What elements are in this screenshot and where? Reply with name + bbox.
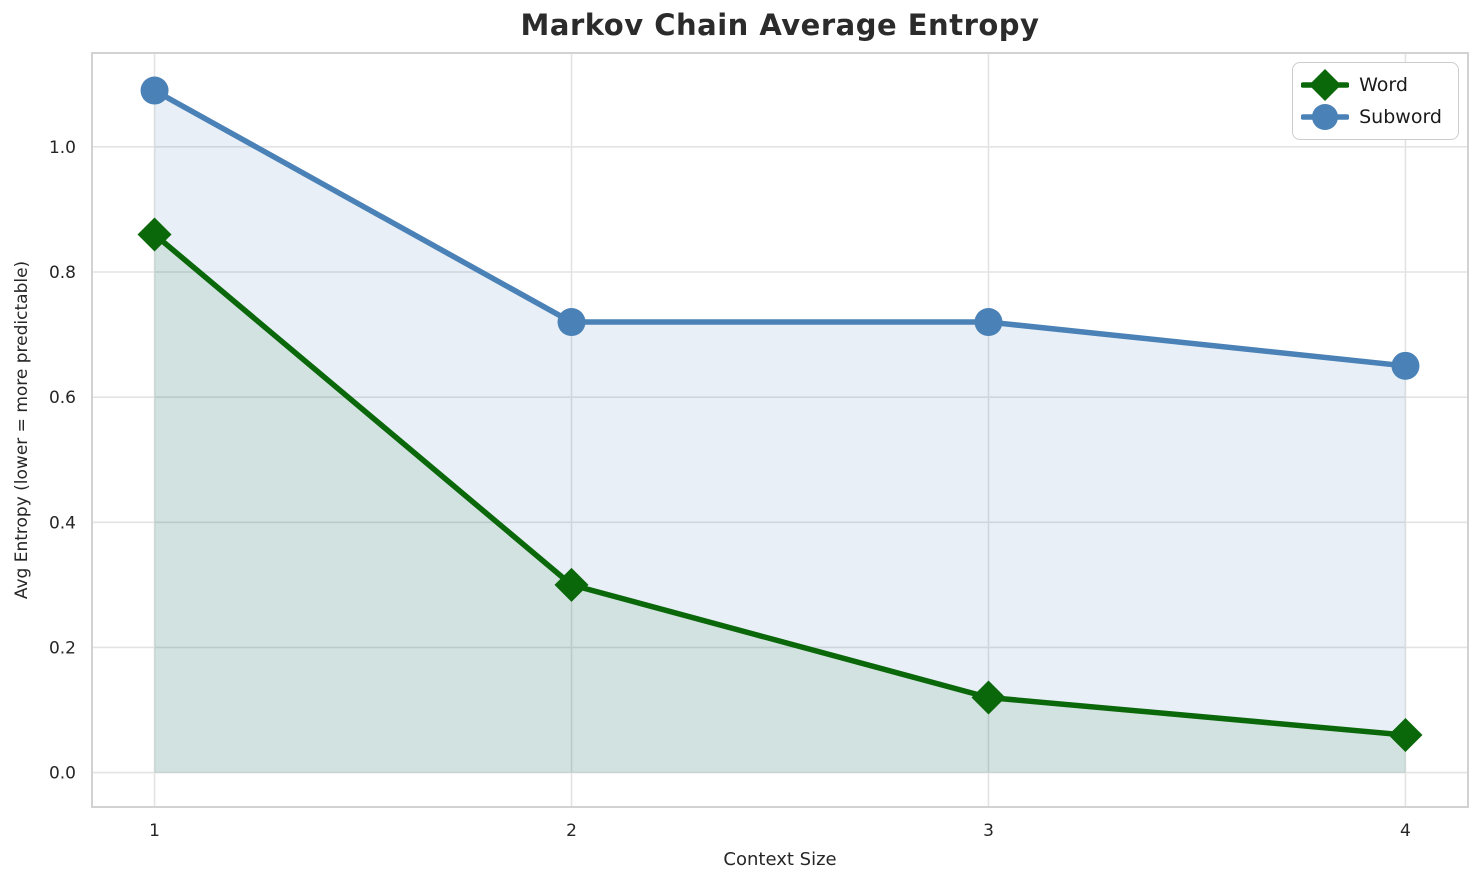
marker-subword-3 [974,308,1003,337]
y-tick-0.6: 0.6 [49,388,76,408]
legend-item-word: Word [1301,69,1442,101]
plot-border [91,52,1469,808]
x-tick-2: 2 [566,821,577,841]
x-tick-4: 4 [1400,821,1411,841]
y-axis-label: Avg Entropy (lower = more predictable) [12,260,32,600]
chart-title: Markov Chain Average Entropy [520,8,1040,42]
series-fill-subword [154,90,1406,773]
marker-subword-4 [1391,351,1420,380]
x-tick-1: 1 [149,821,160,841]
y-tick-1.0: 1.0 [49,138,76,158]
series-line-word [151,231,1409,738]
legend-marker-subword-circle-icon [1301,104,1350,130]
y-tick-0.2: 0.2 [49,638,76,658]
legend-item-subword: Subword [1301,101,1442,133]
series-line-subword [151,87,1409,369]
marker-subword-1 [140,76,169,105]
marker-word-4 [1388,718,1423,753]
legend: Word Subword [1292,62,1459,140]
marker-word-1 [137,217,172,252]
marker-word-2 [554,567,589,602]
y-tick-0.0: 0.0 [49,764,76,784]
marker-word-3 [971,680,1006,715]
marker-subword-2 [557,308,586,337]
x-tick-3: 3 [983,821,994,841]
y-tick-0.8: 0.8 [49,263,76,283]
series-fill-word [154,234,1406,773]
legend-label-subword: Subword [1359,106,1442,128]
legend-marker-word-diamond-icon [1301,69,1350,101]
y-tick-0.4: 0.4 [49,513,76,533]
x-axis-label: Context Size [723,849,837,870]
legend-label-word: Word [1359,74,1408,96]
